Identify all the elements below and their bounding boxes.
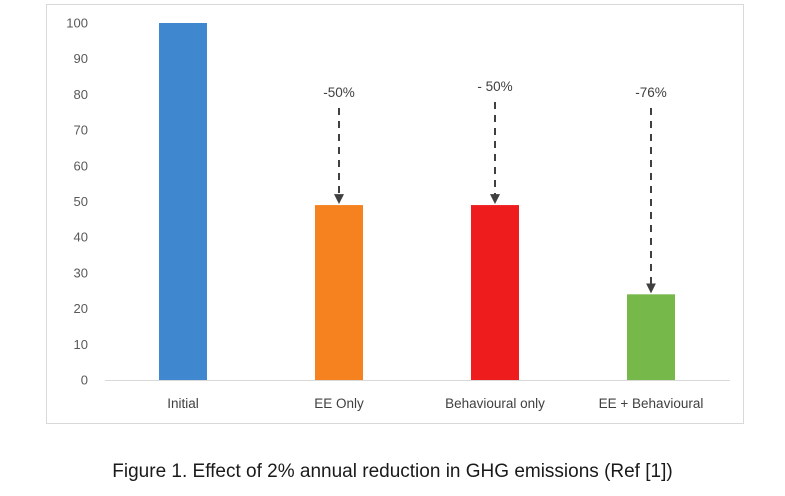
y-tick-label: 60	[74, 158, 88, 173]
x-category-label: EE + Behavioural	[599, 396, 704, 411]
y-tick-label: 20	[74, 301, 88, 316]
y-tick-label: 100	[66, 16, 88, 31]
bar-initial	[159, 23, 207, 380]
bar-ee-behavioural	[627, 294, 675, 380]
x-category-label: EE Only	[314, 396, 364, 411]
figure-caption: Figure 1. Effect of 2% annual reduction …	[112, 461, 673, 482]
y-tick-label: 0	[81, 373, 88, 388]
y-tick-label: 90	[74, 51, 88, 66]
x-category-label: Initial	[167, 396, 199, 411]
bar-behavioural-only	[471, 205, 519, 380]
y-tick-label: 80	[74, 87, 88, 102]
bar-ee-only	[315, 205, 363, 380]
y-tick-label: 10	[74, 337, 88, 352]
y-tick-label: 50	[74, 194, 88, 209]
reduction-label: -76%	[635, 85, 667, 100]
bar-chart: 0 10 20 30 40 50 60 70 80 90 100 Initial EE Only Beha…	[66, 16, 730, 411]
y-tick-label: 40	[74, 230, 88, 245]
reduction-label: -50%	[323, 85, 355, 100]
y-tick-label: 30	[74, 265, 88, 280]
x-category-label: Behavioural only	[445, 396, 545, 411]
reduction-label: - 50%	[477, 79, 512, 94]
y-tick-label: 70	[74, 123, 88, 138]
